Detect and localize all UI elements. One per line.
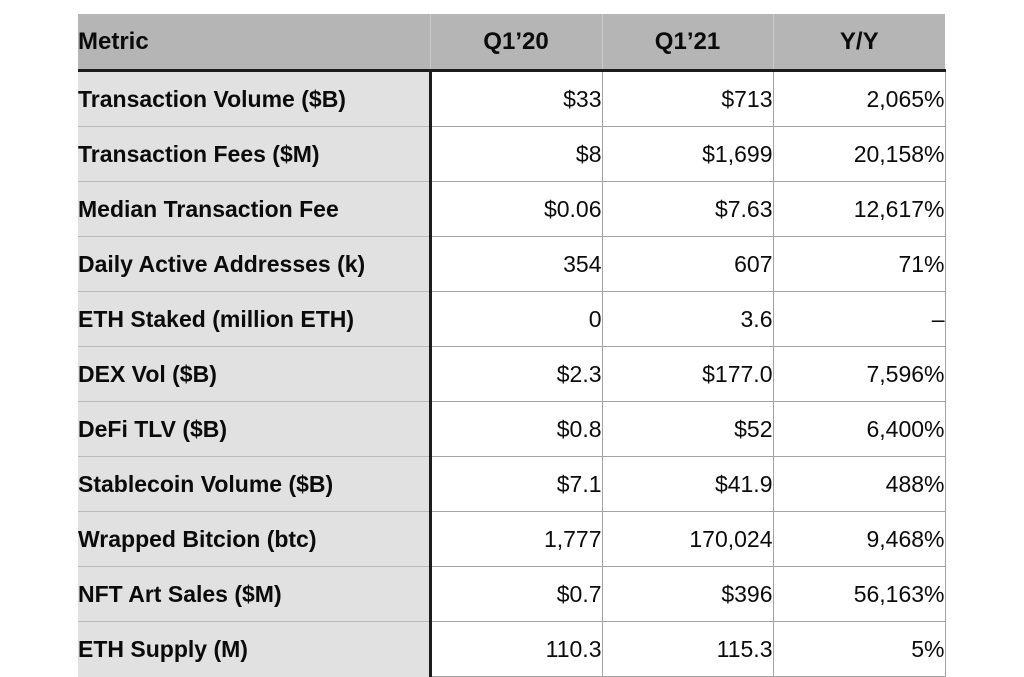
yoy-value: 9,468% <box>772 511 946 567</box>
table-row: Transaction Fees ($M) $8 $1,699 20,158% <box>78 126 946 182</box>
q1-20-value: $0.7 <box>429 566 603 622</box>
metric-label: Transaction Volume ($B) <box>78 70 432 127</box>
q1-21-value: $396 <box>601 566 774 622</box>
table-row: NFT Art Sales ($M) $0.7 $396 56,163% <box>78 566 946 622</box>
metric-label: DEX Vol ($B) <box>78 346 432 402</box>
q1-21-value: $713 <box>601 70 774 127</box>
q1-21-value: $7.63 <box>601 181 774 237</box>
table-row: Stablecoin Volume ($B) $7.1 $41.9 488% <box>78 456 946 512</box>
q1-21-value: 115.3 <box>601 621 774 677</box>
yoy-value: – <box>772 291 946 347</box>
q1-20-value: 0 <box>429 291 603 347</box>
q1-20-value: $2.3 <box>429 346 603 402</box>
metric-label: Transaction Fees ($M) <box>78 126 432 182</box>
header-row: Metric Q1’20 Q1’21 Y/Y <box>78 14 945 72</box>
q1-20-value: $33 <box>429 70 603 127</box>
yoy-value: 20,158% <box>772 126 946 182</box>
q1-21-value: 170,024 <box>601 511 774 567</box>
q1-20-value: $7.1 <box>429 456 603 512</box>
table-row: Transaction Volume ($B) $33 $713 2,065% <box>78 70 946 127</box>
yoy-value: 56,163% <box>772 566 946 622</box>
metric-label: NFT Art Sales ($M) <box>78 566 432 622</box>
table-row: ETH Supply (M) 110.3 115.3 5% <box>78 621 946 677</box>
yoy-value: 488% <box>772 456 946 512</box>
metric-label: Daily Active Addresses (k) <box>78 236 432 292</box>
q1-20-value: $8 <box>429 126 603 182</box>
metrics-comparison-table: Metric Q1’20 Q1’21 Y/Y Transaction Volum… <box>78 14 946 677</box>
q1-21-value: 3.6 <box>601 291 774 347</box>
metric-label: Wrapped Bitcion (btc) <box>78 511 432 567</box>
q1-20-value: 1,777 <box>429 511 603 567</box>
column-header-q1-21: Q1’21 <box>601 14 773 72</box>
table-row: ETH Staked (million ETH) 0 3.6 – <box>78 291 946 347</box>
column-header-yoy: Y/Y <box>772 14 945 72</box>
metric-label: ETH Supply (M) <box>78 621 432 677</box>
table-row: DEX Vol ($B) $2.3 $177.0 7,596% <box>78 346 946 402</box>
q1-20-value: 110.3 <box>429 621 603 677</box>
yoy-value: 2,065% <box>772 70 946 127</box>
yoy-value: 71% <box>772 236 946 292</box>
q1-21-value: $177.0 <box>601 346 774 402</box>
yoy-value: 12,617% <box>772 181 946 237</box>
table-row: Daily Active Addresses (k) 354 607 71% <box>78 236 946 292</box>
table-row: Wrapped Bitcion (btc) 1,777 170,024 9,46… <box>78 511 946 567</box>
q1-20-value: 354 <box>429 236 603 292</box>
q1-21-value: $52 <box>601 401 774 457</box>
yoy-value: 6,400% <box>772 401 946 457</box>
yoy-value: 5% <box>772 621 946 677</box>
q1-20-value: $0.06 <box>429 181 603 237</box>
metric-label: DeFi TLV ($B) <box>78 401 432 457</box>
metric-label: ETH Staked (million ETH) <box>78 291 432 347</box>
yoy-value: 7,596% <box>772 346 946 402</box>
column-header-q1-20: Q1’20 <box>429 14 602 72</box>
column-header-metric: Metric <box>78 14 430 72</box>
metric-label: Stablecoin Volume ($B) <box>78 456 432 512</box>
table-row: Median Transaction Fee $0.06 $7.63 12,61… <box>78 181 946 237</box>
q1-21-value: $1,699 <box>601 126 774 182</box>
metric-label: Median Transaction Fee <box>78 181 432 237</box>
q1-21-value: 607 <box>601 236 774 292</box>
q1-20-value: $0.8 <box>429 401 603 457</box>
q1-21-value: $41.9 <box>601 456 774 512</box>
table-row: DeFi TLV ($B) $0.8 $52 6,400% <box>78 401 946 457</box>
